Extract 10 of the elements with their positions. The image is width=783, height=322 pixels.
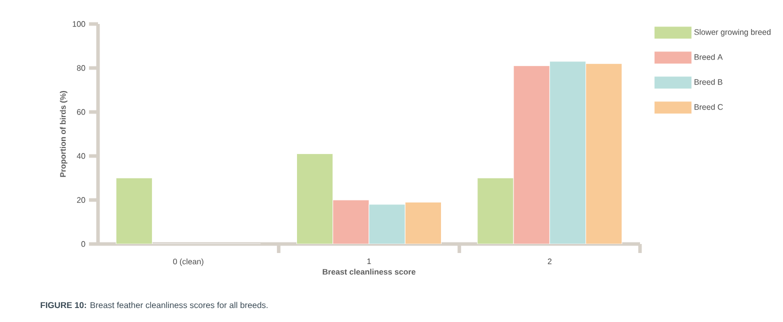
bar [477, 178, 514, 244]
bar [332, 200, 370, 244]
bar [549, 61, 586, 244]
bar [404, 202, 442, 244]
bar [296, 154, 334, 244]
bar [513, 66, 550, 244]
text: FIGURE 10: Breast feather cleanliness scores for all breeds. [40, 302, 268, 308]
bar [586, 63, 622, 244]
bar [116, 178, 152, 244]
bar [368, 204, 406, 244]
